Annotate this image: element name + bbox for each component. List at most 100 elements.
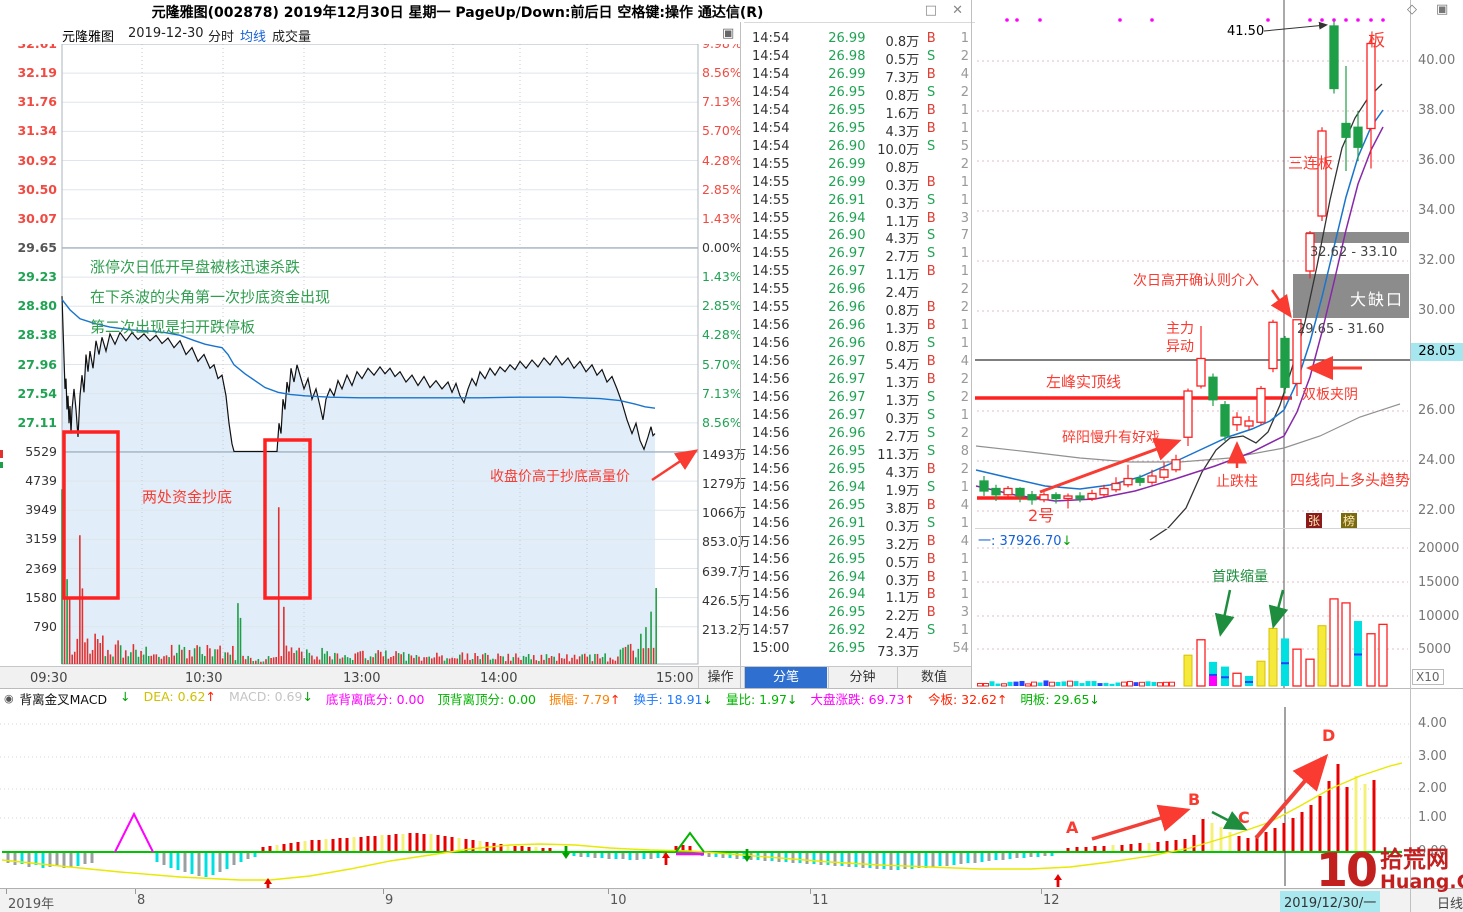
note-next-day-entry: 次日高开确认则介入 bbox=[1133, 273, 1259, 289]
bottom-date-axis: 2019年 8 9 10 11 12 2019/12/30/一 日线 bbox=[0, 888, 1463, 912]
status-field-2: 底背离底分: 0.00 bbox=[325, 691, 425, 707]
tick-row: 15:00 26.95 73.3万 54 bbox=[752, 641, 969, 661]
tick-row: 14:56 26.94 0.3万 B 1 bbox=[752, 569, 969, 589]
tick-row: 14:56 26.95 11.3万 S 8 bbox=[752, 443, 969, 463]
note-stop-fall-bar: 止跌柱 bbox=[1216, 474, 1258, 490]
minute-price-label: 28.38 bbox=[17, 327, 57, 343]
badge-zhang[interactable]: 张 bbox=[1306, 513, 1322, 529]
note-big-gap: 大缺口 bbox=[1350, 290, 1405, 309]
daily-price-label: 22.00 bbox=[1418, 503, 1456, 518]
point-label-d: D bbox=[1322, 726, 1336, 745]
tab-tick[interactable]: 分笔 bbox=[744, 667, 827, 689]
divider-chart-ticklist bbox=[740, 22, 741, 688]
panel-icon[interactable]: ▣ bbox=[722, 26, 735, 41]
minimize-icon[interactable]: □ bbox=[924, 3, 937, 18]
minute-percent-label: 0.00% bbox=[702, 239, 742, 255]
tick-row: 14:56 26.94 1.1万 B 1 bbox=[752, 587, 969, 607]
minute-amount-label: 1066万 bbox=[702, 505, 747, 521]
date-axis-label: 12 bbox=[1043, 893, 1060, 908]
tick-row: 14:54 26.90 10.0万 S 5 bbox=[752, 138, 969, 158]
badge-bang[interactable]: 榜 bbox=[1341, 513, 1357, 529]
minute-percent-label: 2.85% bbox=[702, 181, 742, 197]
minute-price-label: 29.65 bbox=[17, 239, 57, 255]
period-label[interactable]: 日线 bbox=[1437, 897, 1463, 912]
status-field-5: 换手: 18.91↓ bbox=[633, 691, 713, 707]
time-axis-and-tabs: 09:30 10:30 13:00 14:00 15:00 操作 分笔 分钟 数值 bbox=[0, 666, 972, 689]
time-label: 09:30 bbox=[30, 671, 68, 686]
daily-price-label: 26.00 bbox=[1418, 403, 1456, 418]
ma-toggle[interactable]: 均线 bbox=[240, 30, 267, 45]
panel-layout-icon[interactable]: ▣ bbox=[1436, 2, 1449, 17]
tick-row: 14:54 26.95 4.3万 B 1 bbox=[752, 120, 969, 140]
note-left-peak-line: 左峰实顶线 bbox=[1046, 373, 1122, 391]
macd-axis-label: 2.00 bbox=[1418, 781, 1447, 796]
stock-name: 元隆雅图 bbox=[62, 30, 115, 45]
minute-volume-label: 1580 bbox=[25, 589, 57, 605]
tick-row: 14:55 26.90 4.3万 S 7 bbox=[752, 228, 969, 248]
minute-percent-label: 7.13% bbox=[702, 385, 742, 401]
tick-row: 14:55 26.96 2.4万 2 bbox=[752, 282, 969, 302]
tab-value[interactable]: 数值 bbox=[897, 667, 970, 689]
tick-row: 14:56 26.97 5.4万 B 4 bbox=[752, 354, 969, 374]
point-label-a: A bbox=[1066, 818, 1079, 837]
tick-row: 14:56 26.97 1.3万 B 2 bbox=[752, 372, 969, 392]
minute-price-label: 31.34 bbox=[17, 123, 57, 139]
time-label: 15:00 bbox=[656, 671, 694, 686]
minute-volume-label: 3949 bbox=[25, 502, 57, 518]
tick-row: 14:56 26.96 0.8万 S 1 bbox=[752, 336, 969, 356]
status-field-8: 今板: 32.62↑ bbox=[927, 691, 1008, 707]
status-field-9: 明板: 29.65↓ bbox=[1020, 691, 1100, 707]
date-axis-label: 2019年 bbox=[8, 897, 55, 912]
minute-percent-label: 8.56% bbox=[702, 65, 742, 81]
minute-price-label: 27.11 bbox=[17, 414, 57, 430]
tick-row: 14:54 26.95 1.6万 B 1 bbox=[752, 102, 969, 122]
tick-row: 14:56 26.97 0.3万 S 1 bbox=[752, 407, 969, 427]
tab-minute[interactable]: 分钟 bbox=[828, 667, 896, 689]
watermark: 10 拾荒网 Huang.CN bbox=[1316, 847, 1463, 893]
status-field-7: 大盘涨跌: 69.73↑ bbox=[810, 691, 915, 707]
note-main-force-2: 异动 bbox=[1166, 339, 1194, 355]
status-field-4: 振幅: 7.79↑ bbox=[548, 691, 621, 707]
status-field-1: MACD: 0.69↓ bbox=[228, 688, 313, 704]
volume-scale-label: X10 bbox=[1412, 669, 1444, 685]
tab-action[interactable]: 操作 bbox=[698, 667, 742, 689]
point-label-b: B bbox=[1188, 790, 1201, 809]
current-price-tag: 28.05 bbox=[1411, 343, 1463, 361]
daily-volume-label: 10000 bbox=[1418, 609, 1460, 624]
indicator-status-bar: ◉ 背离金叉MACD ↓ DEA: 0.62↑ MACD: 0.69↓ 底背离底分: … bbox=[0, 688, 1463, 707]
macd-axis-label: 1.00 bbox=[1418, 810, 1447, 825]
tick-row: 14:56 26.95 0.5万 B 1 bbox=[752, 551, 969, 571]
mode-label[interactable]: 分时 bbox=[208, 30, 235, 45]
title-bar: 元隆雅图(002878) 2019年12月30日 星期一 PageUp/Down… bbox=[0, 0, 975, 23]
minute-percent-label: 8.56% bbox=[702, 414, 742, 430]
date-axis-label: 9 bbox=[385, 893, 394, 908]
close-icon[interactable]: ✕ bbox=[952, 3, 963, 18]
note-ban: 板 bbox=[1368, 31, 1385, 51]
status-field-6: 量比: 1.97↓ bbox=[725, 691, 798, 707]
indicator-name[interactable]: 背离金叉MACD bbox=[19, 691, 108, 707]
date-axis-label: 10 bbox=[610, 893, 627, 908]
current-date-label: 2019/12/30/一 bbox=[1280, 891, 1381, 912]
time-label: 10:30 bbox=[185, 671, 223, 686]
window-title: 元隆雅图(002878) 2019年12月30日 星期一 PageUp/Down… bbox=[151, 5, 764, 21]
point-label-c: C bbox=[1238, 808, 1250, 827]
tick-row: 14:56 26.97 1.3万 S 2 bbox=[752, 390, 969, 409]
date-axis-label: 11 bbox=[812, 893, 829, 908]
tick-row: 14:56 26.96 2.7万 S 2 bbox=[752, 425, 969, 445]
note-four-lines-up: 四线向上多头趋势 bbox=[1290, 471, 1411, 489]
tick-row: 14:56 26.95 3.8万 B 4 bbox=[752, 497, 969, 517]
diamond-icon[interactable]: ◇ bbox=[1407, 2, 1417, 17]
note-slow-rise: 碎阳慢升有好戏 bbox=[1062, 430, 1160, 446]
minute-percent-label: 5.70% bbox=[702, 356, 742, 372]
minute-amount-label: 853.0万 bbox=[702, 534, 751, 550]
tick-row: 14:56 26.95 3.2万 B 4 bbox=[752, 533, 969, 553]
minute-price-label: 30.07 bbox=[17, 210, 57, 226]
note-green-1: 涨停次日低开早盘被核迅速杀跌 bbox=[90, 258, 301, 276]
minute-amount-label: 1279万 bbox=[702, 476, 747, 492]
tick-row: 14:57 26.92 2.4万 S 1 bbox=[752, 623, 969, 643]
minute-volume-label: 5529 bbox=[25, 443, 57, 459]
minute-volume-label: 4739 bbox=[25, 473, 57, 489]
volume-toggle[interactable]: 成交量 bbox=[272, 30, 312, 45]
note-green-2: 在下杀波的尖角第一次抄底资金出现 bbox=[90, 288, 331, 306]
divider-right-axis bbox=[1410, 0, 1411, 912]
